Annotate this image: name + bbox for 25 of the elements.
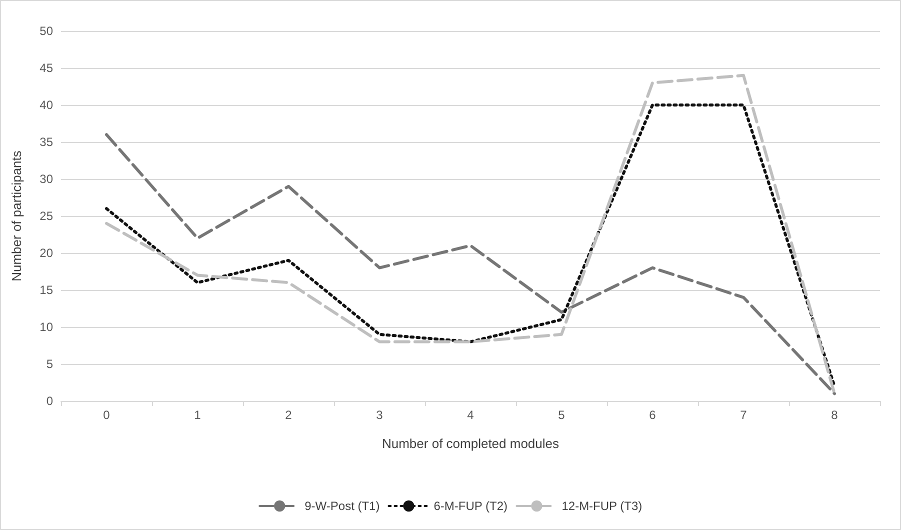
legend-label: 12-M-FUP (T3) bbox=[562, 499, 642, 513]
x-axis-title: Number of completed modules bbox=[382, 436, 560, 451]
legend-label: 6-M-FUP (T2) bbox=[434, 499, 508, 513]
y-axis-title: Number of participants bbox=[9, 150, 24, 282]
y-tick-label: 30 bbox=[40, 172, 54, 186]
x-tick-label: 2 bbox=[285, 408, 292, 422]
y-tick-label: 25 bbox=[40, 209, 54, 223]
x-tick-label: 7 bbox=[740, 408, 748, 422]
x-tick-label: 5 bbox=[558, 408, 566, 422]
x-tick-label: 4 bbox=[467, 408, 474, 422]
y-tick-label: 5 bbox=[46, 357, 54, 371]
y-tick-label: 35 bbox=[40, 135, 54, 149]
x-tick-label: 6 bbox=[649, 408, 656, 422]
y-tick-label: 45 bbox=[40, 61, 54, 75]
y-tick-label: 50 bbox=[40, 24, 54, 38]
y-tick-label: 40 bbox=[40, 98, 54, 112]
x-tick-label: 8 bbox=[831, 408, 838, 422]
x-tick-label: 3 bbox=[376, 408, 384, 422]
legend-label: 9-W-Post (T1) bbox=[304, 499, 380, 513]
x-tick-label: 1 bbox=[194, 408, 202, 422]
y-tick-label: 10 bbox=[40, 320, 54, 334]
y-tick-label: 0 bbox=[46, 394, 54, 408]
y-tick-label: 15 bbox=[40, 283, 54, 297]
x-tick-label: 0 bbox=[103, 408, 110, 422]
y-tick-label: 20 bbox=[40, 246, 54, 260]
